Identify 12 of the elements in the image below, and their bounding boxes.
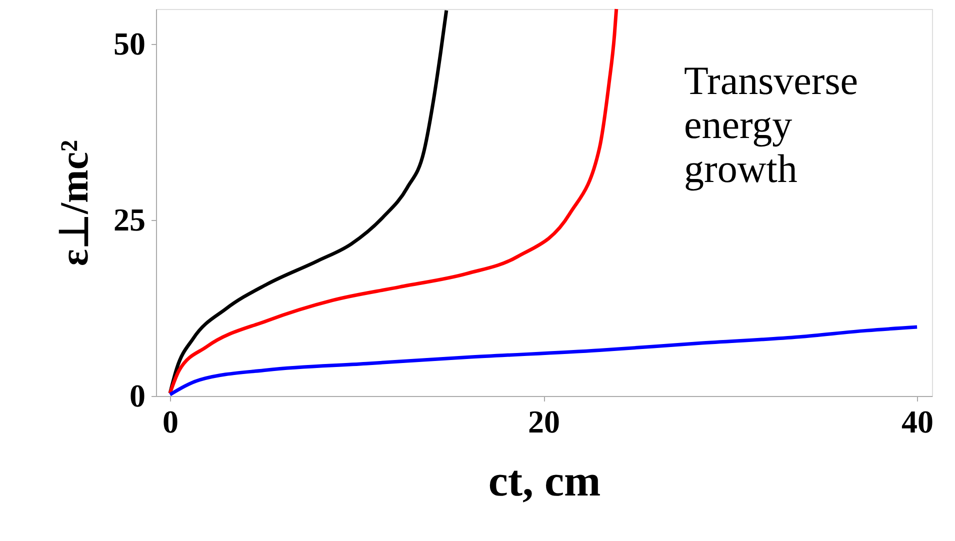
y-tick-label: 0 [130,378,146,414]
x-tick-label: 40 [902,404,934,440]
x-axis-title: ct, cm [488,456,601,506]
annotation: Transverse energy growth [684,58,858,191]
y-tick-label: 50 [114,26,146,62]
line-series [168,7,618,395]
line-series [168,8,448,395]
y-tick-label: 25 [114,202,146,238]
y-axis-title: ε⊥/mc² [52,140,96,266]
line-series [168,325,919,396]
x-tick-label: 0 [162,404,179,440]
x-tick-label: 20 [528,404,560,440]
